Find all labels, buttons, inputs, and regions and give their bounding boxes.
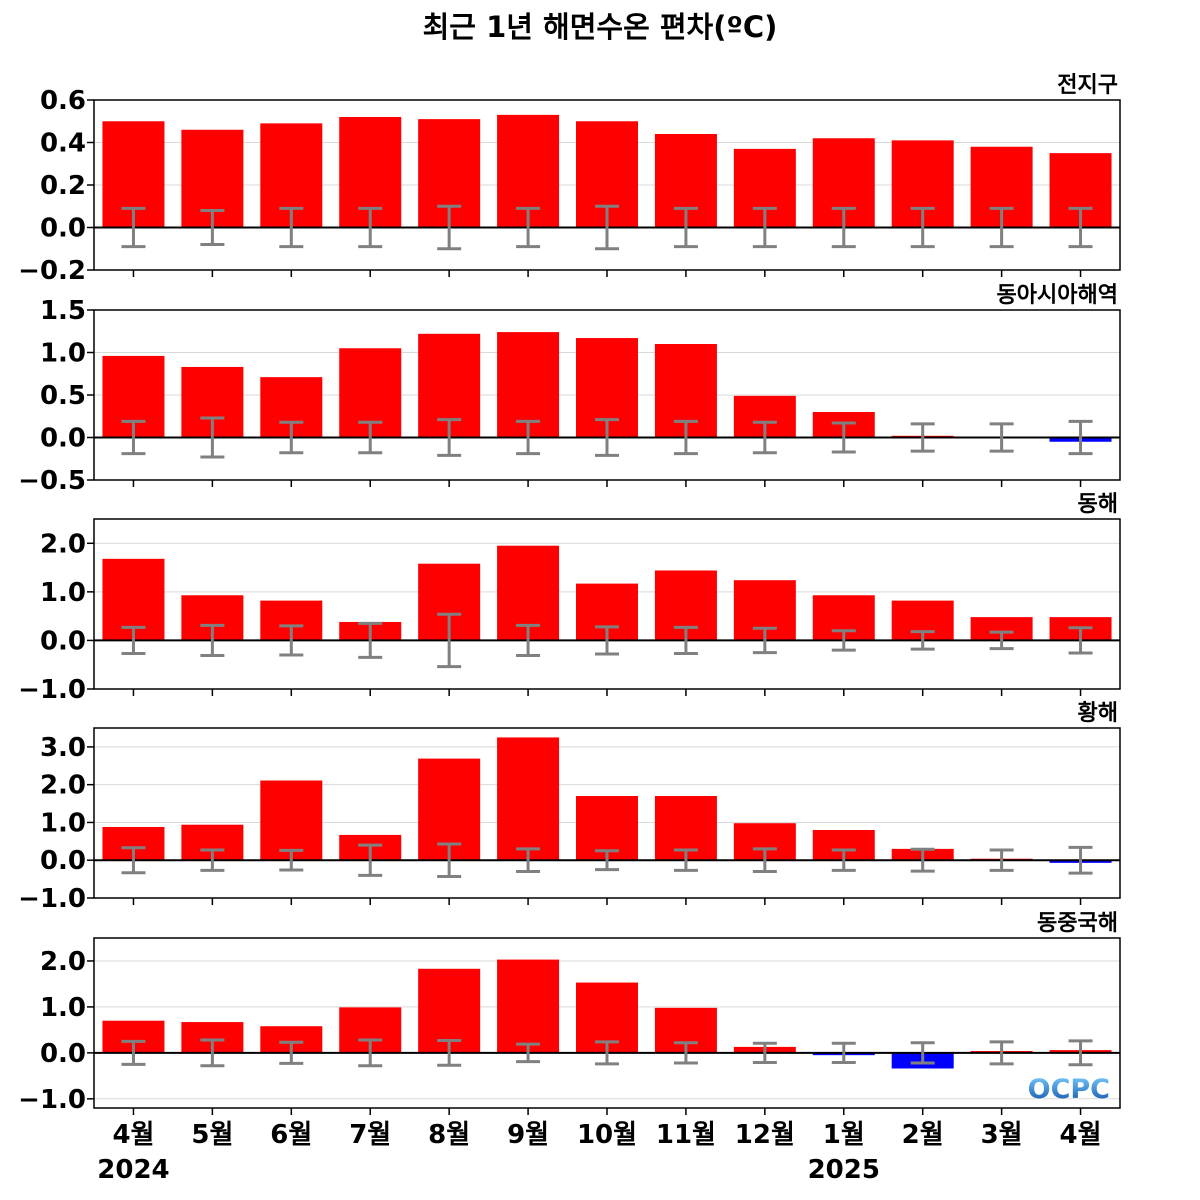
bar [418, 968, 481, 1053]
y-tick-label: 2.0 [40, 771, 86, 801]
x-tick-label: 3월 [981, 1120, 1023, 1150]
y-tick-label: 0.0 [40, 846, 86, 876]
bar [970, 617, 1033, 641]
panel-title: 황해 [1078, 701, 1118, 726]
y-tick-label: 0.0 [40, 626, 86, 656]
y-tick-label: 0.4 [40, 129, 86, 159]
bar [497, 737, 560, 861]
panel-title: 동아시아해역 [997, 283, 1118, 308]
y-tick-label: 0.0 [40, 214, 86, 244]
x-tick-label: 2월 [902, 1120, 944, 1150]
y-tick-label: 0.0 [40, 424, 86, 454]
year-label: 2025 [808, 1155, 880, 1185]
year-label: 2024 [97, 1155, 169, 1185]
y-tick-label: 1.5 [40, 296, 86, 326]
y-tick-label: 0.6 [40, 86, 86, 116]
y-tick-label: 1.0 [40, 339, 86, 369]
x-tick-label: 5월 [191, 1120, 233, 1150]
y-tick-label: 2.0 [40, 529, 86, 559]
x-tick-label: 8월 [428, 1120, 470, 1150]
chart-title: 최근 1년 해면수온 편차(ºC) [422, 10, 778, 44]
panel-title: 동해 [1078, 492, 1118, 517]
x-tick-label: 11월 [656, 1120, 716, 1150]
panel-title: 동중국해 [1037, 911, 1118, 936]
y-tick-label: −1.0 [18, 1085, 86, 1115]
y-tick-label: 1.0 [40, 808, 86, 838]
y-tick-label: 2.0 [40, 947, 86, 977]
y-tick-label: 1.0 [40, 993, 86, 1023]
y-tick-label: −0.5 [18, 466, 86, 496]
x-tick-label: 4월 [112, 1120, 154, 1150]
bar [497, 959, 560, 1053]
x-tick-label: 6월 [270, 1120, 312, 1150]
y-tick-label: 3.0 [40, 733, 86, 763]
x-tick-label: 1월 [823, 1120, 865, 1150]
x-tick-label: 7월 [349, 1120, 391, 1150]
bar [260, 780, 323, 861]
x-tick-label: 12월 [735, 1120, 795, 1150]
x-tick-label: 10월 [577, 1120, 637, 1150]
ocpc-logo: OCPC [1028, 1074, 1110, 1105]
y-tick-label: −0.2 [18, 256, 86, 286]
y-tick-label: −1.0 [18, 884, 86, 914]
y-tick-label: 0.0 [40, 1039, 86, 1069]
y-tick-label: 1.0 [40, 578, 86, 608]
x-tick-label: 9월 [507, 1120, 549, 1150]
y-tick-label: 0.2 [40, 171, 86, 201]
y-tick-label: −1.0 [18, 675, 86, 705]
y-tick-label: 0.5 [40, 381, 86, 411]
x-tick-label: 4월 [1060, 1120, 1102, 1150]
panel-title: 전지구 [1057, 73, 1118, 98]
